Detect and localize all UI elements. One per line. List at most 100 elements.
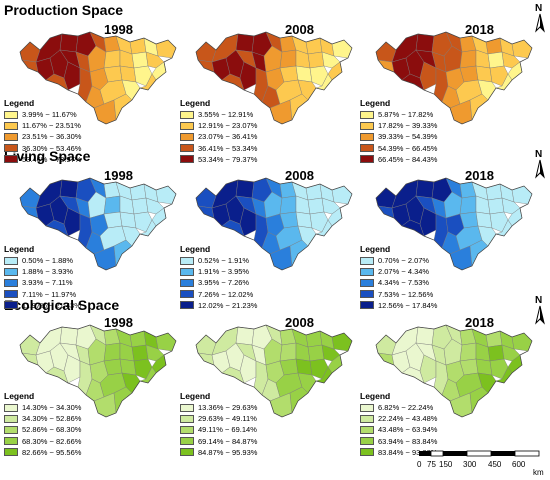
map-panel: 1998 Legend 3.99% ~ 11.67% 11.67% ~ 23.51% 2… bbox=[4, 22, 179, 164]
legend-entry: 53.34% ~ 79.37% bbox=[180, 154, 257, 165]
legend-label: 3.93% ~ 7.11% bbox=[22, 278, 73, 288]
legend-title: Legend bbox=[180, 98, 211, 108]
year-label: 2018 bbox=[465, 22, 494, 37]
legend-entry: 66.45% ~ 84.43% bbox=[360, 154, 437, 165]
legend-entry: 7.26% ~ 12.02% bbox=[180, 289, 257, 300]
year-label: 1998 bbox=[104, 22, 133, 37]
legend-entry: 7.53% ~ 12.56% bbox=[360, 289, 437, 300]
legend-entry: 5.87% ~ 17.82% bbox=[360, 109, 437, 120]
choropleth-map bbox=[19, 177, 177, 271]
legend-swatch bbox=[360, 448, 374, 457]
legend-swatch bbox=[180, 256, 194, 265]
legend-swatch bbox=[4, 403, 18, 412]
legend-entry: 3.99% ~ 11.67% bbox=[4, 109, 81, 120]
legend-entry: 6.82% ~ 22.24% bbox=[360, 402, 437, 413]
legend-swatch bbox=[180, 121, 194, 130]
legend-label: 12.02% ~ 21.23% bbox=[198, 300, 258, 310]
legend-entry: 13.36% ~ 29.63% bbox=[180, 402, 257, 413]
legend-swatch bbox=[180, 278, 194, 287]
legend-label: 11.97% ~ 21.43% bbox=[22, 300, 81, 310]
legend-swatch bbox=[360, 414, 374, 423]
legend-entry: 2.07% ~ 4.34% bbox=[360, 266, 437, 277]
choropleth-map bbox=[19, 31, 177, 125]
map-region bbox=[129, 183, 147, 201]
map-region bbox=[21, 205, 39, 219]
map-region bbox=[487, 344, 505, 362]
map-region bbox=[475, 65, 493, 83]
map-region bbox=[305, 330, 323, 348]
legend-label: 34.30% ~ 52.86% bbox=[22, 414, 82, 424]
map-panel: 1998 Legend 0.50% ~ 1.88% 1.88% ~ 3.93% 3.93… bbox=[4, 168, 179, 311]
map-region bbox=[235, 33, 255, 53]
legend-swatch bbox=[4, 132, 18, 141]
map-region bbox=[459, 49, 477, 69]
map-region bbox=[131, 344, 149, 362]
map-region bbox=[307, 197, 325, 215]
scale-bar: 0 75 150 300 450 600 km bbox=[417, 448, 547, 478]
legend-label: 22.24% ~ 43.48% bbox=[378, 414, 438, 424]
map-region bbox=[307, 344, 325, 362]
legend-label: 82.66% ~ 95.56% bbox=[22, 447, 82, 457]
choropleth-map bbox=[375, 324, 533, 418]
legend-label: 6.82% ~ 22.24% bbox=[378, 403, 434, 412]
legend-label: 1.88% ~ 3.93% bbox=[22, 267, 74, 277]
legend-swatch bbox=[360, 278, 374, 287]
year-label: 2008 bbox=[285, 168, 314, 183]
legend-label: 12.56% ~ 17.84% bbox=[378, 300, 438, 310]
scale-tick: 150 bbox=[439, 460, 453, 469]
map-region bbox=[197, 352, 215, 366]
choropleth-map bbox=[195, 324, 353, 418]
legend-entry: 84.87% ~ 95.93% bbox=[180, 447, 257, 458]
map-legend: Legend 0.52% ~ 1.91% 1.91% ~ 3.95% 3.95% ~ … bbox=[180, 244, 257, 311]
legend-swatch bbox=[180, 414, 194, 423]
map-region bbox=[21, 59, 39, 73]
map-outline bbox=[195, 31, 353, 125]
legend-swatch bbox=[180, 437, 194, 446]
legend-swatch bbox=[4, 267, 18, 276]
legend-label: 68.30% ~ 82.66% bbox=[22, 436, 82, 446]
map-region bbox=[485, 37, 503, 55]
legend-swatch bbox=[180, 267, 194, 276]
legend-label: 23.07% ~ 36.41% bbox=[198, 132, 258, 142]
map-region bbox=[59, 179, 79, 199]
legend-swatch bbox=[4, 425, 18, 434]
legend-swatch bbox=[360, 425, 374, 434]
legend-label: 0.70% ~ 2.07% bbox=[378, 256, 430, 265]
legend-swatch bbox=[360, 301, 374, 310]
legend-swatch bbox=[180, 155, 194, 164]
map-region bbox=[475, 358, 493, 376]
map-region bbox=[279, 342, 297, 362]
legend-swatch bbox=[4, 155, 18, 164]
legend-swatch bbox=[360, 144, 374, 153]
map-region bbox=[279, 49, 297, 69]
legend-label: 63.94% ~ 83.84% bbox=[378, 436, 438, 446]
map-region bbox=[295, 65, 313, 83]
map-region bbox=[131, 197, 149, 215]
map-region bbox=[59, 326, 79, 346]
legend-entry: 1.88% ~ 3.93% bbox=[4, 266, 81, 277]
legend-entry: 22.24% ~ 43.48% bbox=[360, 413, 437, 424]
map-panel: 2018 Legend 6.82% ~ 22.24% 22.24% ~ 43.48% 4… bbox=[360, 315, 535, 458]
scale-tick: 0 bbox=[417, 460, 422, 469]
map-legend: Legend 13.36% ~ 29.63% 29.63% ~ 49.11% 49.1… bbox=[180, 391, 257, 458]
legend-entry: 43.48% ~ 63.94% bbox=[360, 424, 437, 435]
legend-entry: 11.97% ~ 21.43% bbox=[4, 300, 81, 311]
legend-entry: 7.11% ~ 11.97% bbox=[4, 289, 81, 300]
map-legend: Legend 0.50% ~ 1.88% 1.88% ~ 3.93% 3.93% ~ … bbox=[4, 244, 81, 311]
map-region bbox=[377, 352, 395, 366]
scale-tick: 600 bbox=[512, 460, 526, 469]
legend-title: Legend bbox=[360, 98, 391, 108]
legend-entry: 3.95% ~ 7.26% bbox=[180, 277, 257, 288]
map-region bbox=[197, 59, 215, 73]
legend-swatch bbox=[180, 290, 194, 299]
legend-label: 69.14% ~ 84.87% bbox=[198, 436, 258, 446]
legend-entry: 3.93% ~ 7.11% bbox=[4, 277, 81, 288]
legend-swatch bbox=[360, 121, 374, 130]
map-panel: 2008 Legend 3.55% ~ 12.91% 12.91% ~ 23.07% 2… bbox=[180, 22, 355, 165]
map-panel: 2018 Legend 0.70% ~ 2.07% 2.07% ~ 4.34% 4.34… bbox=[360, 168, 535, 310]
scale-tick: 75 bbox=[427, 460, 436, 469]
legend-swatch bbox=[180, 403, 194, 412]
legend-swatch bbox=[360, 132, 374, 141]
legend-swatch bbox=[360, 256, 374, 265]
legend-entry: 83.84% ~ 93.83% bbox=[360, 447, 437, 458]
